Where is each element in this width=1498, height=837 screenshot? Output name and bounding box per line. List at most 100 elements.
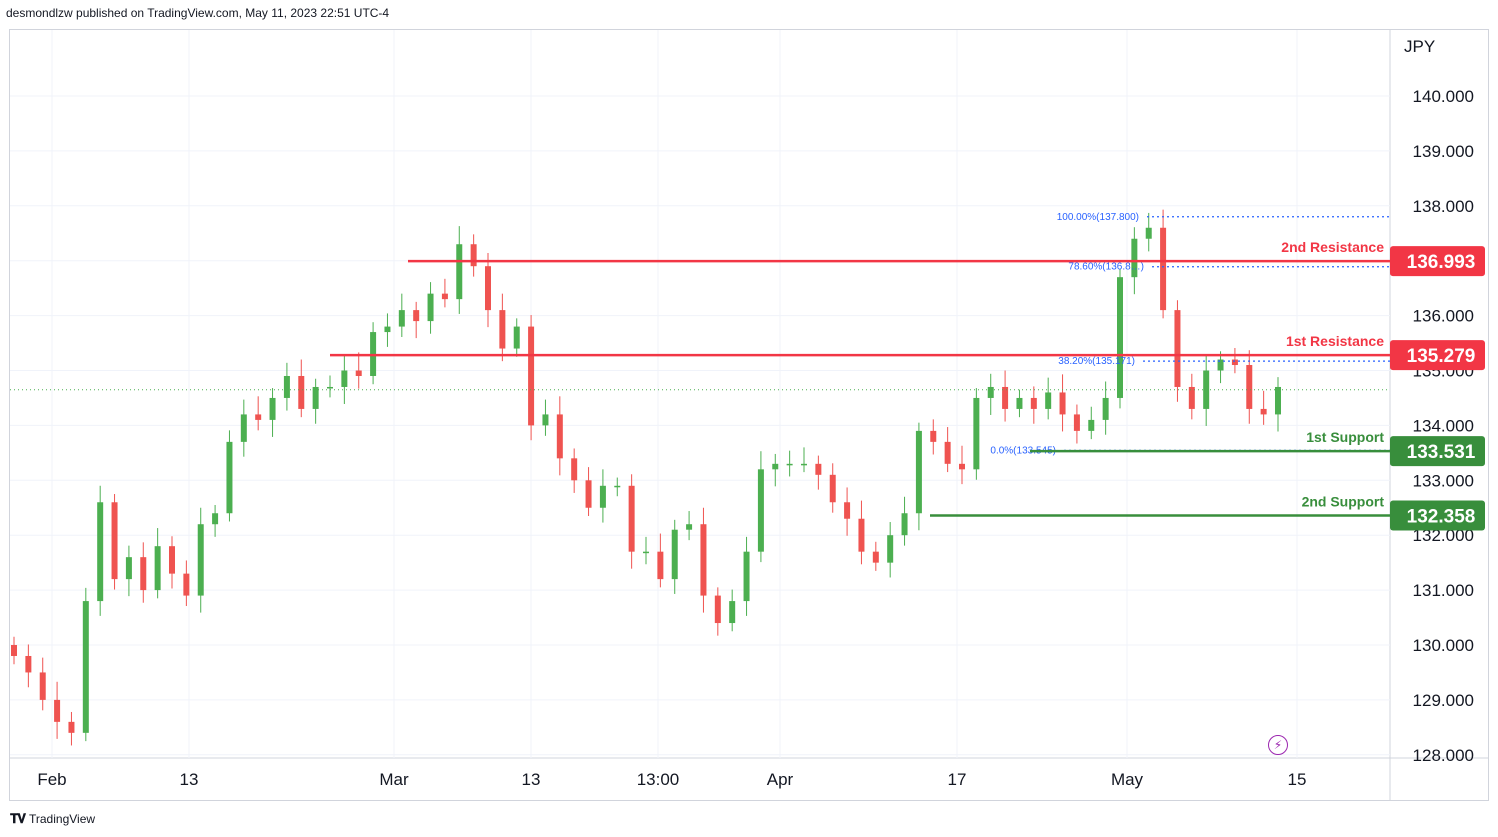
candle-body xyxy=(327,386,333,389)
fib-level-label: 38.20%(135.171) xyxy=(1058,356,1135,367)
x-tick-label: Mar xyxy=(379,770,409,789)
y-tick-label: 131.000 xyxy=(1413,581,1474,600)
candle-body xyxy=(384,326,391,333)
candle-body xyxy=(959,463,965,470)
candle-body xyxy=(614,485,621,488)
y-tick-label: 129.000 xyxy=(1413,691,1474,710)
candle-body xyxy=(1231,359,1238,366)
resistance-2-label: 2nd Resistance xyxy=(1281,239,1384,255)
candle-body xyxy=(556,414,563,459)
candle-body xyxy=(815,463,822,475)
candle-body xyxy=(844,502,851,519)
candle-body xyxy=(1174,310,1181,387)
candle-body xyxy=(269,397,276,420)
candle-body xyxy=(1117,277,1123,398)
candle-body xyxy=(700,524,707,596)
candle-body xyxy=(485,266,491,311)
resistance-2-price-tag xyxy=(1390,246,1485,277)
candle-body xyxy=(298,375,305,409)
candle-body xyxy=(973,397,980,470)
resistance-1-price-tag xyxy=(1390,340,1485,371)
candle-body xyxy=(197,524,204,596)
candle-body xyxy=(1145,227,1152,239)
candle-body xyxy=(599,485,606,508)
resistance-1-label: 1st Resistance xyxy=(1286,333,1384,349)
fib-level-label: 0.0%(133.545) xyxy=(990,445,1056,456)
candle-body xyxy=(341,370,348,387)
candle-body xyxy=(686,524,693,530)
candle-body xyxy=(1073,414,1080,431)
candle-body xyxy=(901,513,908,536)
candle-body xyxy=(456,244,463,300)
candle-body xyxy=(154,546,161,591)
tradingview-logo[interactable]: 𝐓𝐕 TradingView xyxy=(10,811,95,827)
fib-level-label: 78.60%(136.8…) xyxy=(1068,262,1144,273)
candle-body xyxy=(1059,392,1066,415)
candle-body xyxy=(226,441,233,514)
candle-body xyxy=(1275,386,1281,415)
candle-body xyxy=(786,463,793,466)
resistance-2-price-text: 136.993 xyxy=(1407,252,1476,273)
x-tick-label: 17 xyxy=(948,770,967,789)
candle-body xyxy=(915,430,922,514)
y-tick-label: 138.000 xyxy=(1413,197,1474,216)
candle-body xyxy=(1030,397,1037,409)
replay-lightning-icon[interactable]: ⚡ xyxy=(1268,735,1288,755)
resistance-1-price-text: 135.279 xyxy=(1407,346,1476,367)
candle-body xyxy=(111,502,118,580)
candle-body xyxy=(528,326,535,426)
candle-body xyxy=(283,375,290,398)
x-tick-label: Feb xyxy=(37,770,66,789)
x-tick-label: 13 xyxy=(522,770,541,789)
candle-body xyxy=(1131,238,1138,278)
candle-body xyxy=(441,293,448,300)
publisher-caption: desmondlzw published on TradingView.com,… xyxy=(6,6,390,20)
candle-body xyxy=(801,463,807,466)
candle-body xyxy=(571,458,578,481)
currency-label: JPY xyxy=(1404,37,1435,56)
candle-body xyxy=(125,557,132,580)
candle-body xyxy=(829,474,836,503)
candle-body xyxy=(944,441,951,464)
candle-body xyxy=(355,370,362,376)
candle-body xyxy=(671,529,678,580)
y-tick-label: 134.000 xyxy=(1413,416,1474,435)
candle-body xyxy=(82,601,89,733)
support-1-price-text: 133.531 xyxy=(1407,442,1476,463)
candle-body xyxy=(628,485,635,552)
x-tick-label: 13 xyxy=(180,770,199,789)
tradingview-logo-text: TradingView xyxy=(29,812,96,826)
candle-body xyxy=(1088,419,1095,431)
candle-body xyxy=(729,601,736,624)
candle-body xyxy=(11,645,17,656)
support-2-price-text: 132.358 xyxy=(1407,507,1476,528)
tradingview-mark-icon: 𝐓𝐕 xyxy=(10,811,26,826)
candle-body xyxy=(1188,386,1195,409)
x-tick-label: 13:00 xyxy=(637,770,680,789)
candle-body xyxy=(714,595,721,624)
candle-body xyxy=(1217,359,1224,371)
candle-body xyxy=(1160,227,1167,311)
candle-body xyxy=(68,721,75,733)
support-2-label: 2nd Support xyxy=(1302,494,1385,510)
candle-body xyxy=(1002,386,1009,409)
candle-body xyxy=(183,573,190,596)
chart-frame xyxy=(9,29,1489,801)
candle-body xyxy=(169,546,175,574)
y-tick-label: 130.000 xyxy=(1413,636,1474,655)
candle-body xyxy=(240,414,247,442)
x-tick-label: May xyxy=(1111,770,1144,789)
candle-body xyxy=(54,699,61,722)
candle-body xyxy=(312,386,319,409)
candle-body xyxy=(772,463,779,470)
candle-body xyxy=(1045,392,1052,409)
candle-body xyxy=(858,518,865,552)
candle-body xyxy=(255,414,262,420)
candle-body xyxy=(513,326,520,349)
candle-body xyxy=(1246,365,1253,409)
candle-body xyxy=(97,502,104,602)
candle-body xyxy=(643,551,649,554)
candle-body xyxy=(757,469,764,552)
y-tick-label: 133.000 xyxy=(1413,471,1474,490)
